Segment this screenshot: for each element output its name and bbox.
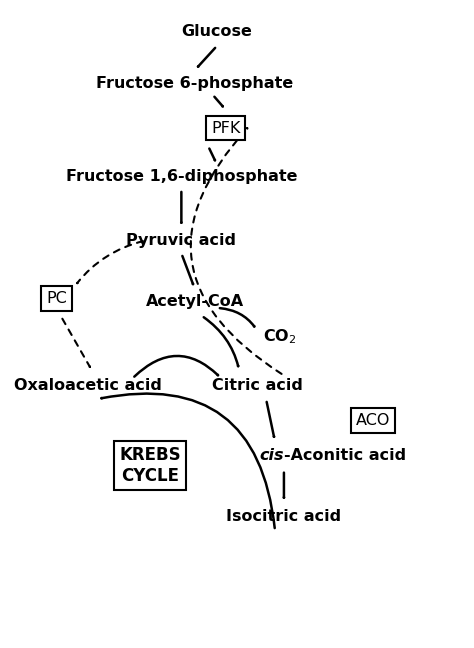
Text: Glucose: Glucose: [182, 24, 253, 39]
Text: PC: PC: [46, 291, 67, 306]
Text: Fructose 6-phosphate: Fructose 6-phosphate: [96, 76, 293, 91]
Text: -Aconitic acid: -Aconitic acid: [284, 448, 406, 463]
Text: cis: cis: [259, 448, 284, 463]
Text: PFK: PFK: [211, 121, 241, 135]
Text: ACO: ACO: [356, 413, 390, 428]
Text: Fructose 1,6-diphosphate: Fructose 1,6-diphosphate: [65, 168, 297, 184]
Text: CO$_2$: CO$_2$: [263, 327, 296, 346]
Text: Acetyl-CoA: Acetyl-CoA: [146, 294, 244, 309]
Text: Isocitric acid: Isocitric acid: [227, 509, 341, 524]
Text: Citric acid: Citric acid: [212, 378, 302, 393]
Text: Pyruvic acid: Pyruvic acid: [127, 233, 237, 248]
Text: KREBS
CYCLE: KREBS CYCLE: [119, 446, 181, 485]
Text: Oxaloacetic acid: Oxaloacetic acid: [14, 378, 162, 393]
